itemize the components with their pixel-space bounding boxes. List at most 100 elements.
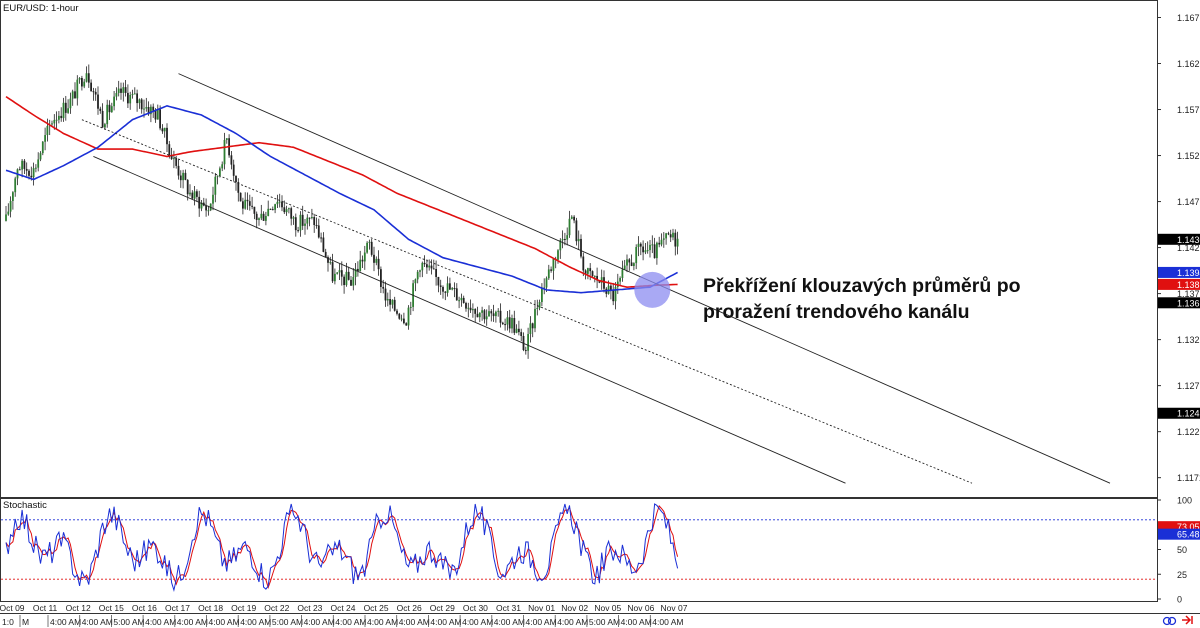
candle-body [384, 288, 387, 301]
candle-body [543, 287, 546, 289]
candle-body [368, 241, 371, 243]
stochastic-panel[interactable] [1, 503, 1157, 593]
stochastic-value-label: 65.48 [1177, 530, 1200, 540]
candle-body [200, 202, 203, 209]
candle-body [398, 313, 401, 319]
candle-body [161, 128, 164, 132]
candle-body [67, 108, 69, 113]
candle-body [154, 110, 157, 120]
candle-body [5, 214, 7, 221]
candle-body [515, 328, 518, 333]
candle-body [267, 208, 270, 216]
candle-body [628, 259, 631, 263]
candle-body [396, 310, 398, 314]
x-date-label: Oct 23 [297, 603, 322, 613]
price-panel[interactable] [5, 64, 1111, 484]
candle-body [642, 246, 644, 253]
candle-body [357, 268, 359, 271]
candle-body [508, 317, 511, 329]
candle-body [60, 115, 63, 119]
candle-body [426, 264, 428, 268]
candle-body [490, 311, 493, 314]
candle-body [274, 204, 276, 210]
candle-body [69, 98, 72, 109]
candle-body [550, 269, 552, 271]
price-tag [1158, 407, 1200, 419]
stochastic-value-tag [1158, 528, 1200, 540]
candle-body [285, 209, 288, 213]
candle-body [598, 280, 601, 283]
candle-body [81, 77, 83, 87]
crossover-highlight[interactable] [634, 271, 671, 308]
candle-body [669, 234, 672, 238]
candle-body [651, 244, 654, 246]
candle-body [674, 232, 677, 247]
price-tag [1158, 233, 1200, 245]
candle-body [281, 201, 283, 208]
candle-body [306, 217, 309, 224]
candle-body [591, 271, 594, 277]
x-date-label: Oct 30 [463, 603, 488, 613]
candle-body [446, 283, 449, 293]
stochastic-tick-label: 100 [1177, 496, 1192, 506]
x-time-label: 1:0 [2, 617, 14, 627]
candle-body [580, 238, 582, 257]
price-tag-label: 1.1394 [1177, 268, 1200, 278]
price-panel-frame [0, 0, 1158, 498]
candle-body [453, 288, 456, 290]
x-date-label: Nov 06 [627, 603, 654, 613]
x-date-label: Oct 22 [264, 603, 289, 613]
candle-body [104, 124, 106, 128]
candle-body [492, 313, 495, 317]
candle-body [278, 201, 281, 203]
stochastic-tick-label: 25 [1177, 570, 1187, 580]
candle-body [166, 127, 168, 145]
candle-body [265, 215, 267, 221]
candle-body [28, 170, 30, 176]
candle-body [656, 242, 658, 259]
candle-body [212, 194, 214, 204]
candle-body [419, 270, 421, 272]
candle-body [336, 272, 339, 274]
candle-body [44, 135, 46, 142]
candle-body [327, 257, 329, 263]
candle-body [168, 144, 171, 157]
link-icon[interactable] [1162, 616, 1177, 626]
candle-body [219, 168, 221, 176]
candle-body [370, 241, 373, 255]
candle-body [230, 155, 233, 165]
candle-body [304, 223, 306, 226]
candle-body [552, 258, 555, 271]
candle-body [531, 323, 534, 329]
candle-body [414, 279, 417, 284]
x-time-label: 4:00 AM [82, 617, 113, 627]
chart-annotation: Překřížení klouzavých průměrů po proraže… [703, 273, 1021, 325]
candle-body [179, 175, 182, 181]
arrow-right-icon[interactable] [1182, 615, 1193, 625]
candle-body [101, 110, 104, 128]
candle-body [147, 107, 150, 115]
x-time-label: 4:00 AM [621, 617, 652, 627]
candle-body [428, 265, 431, 268]
stochastic-tick-label: 0 [1177, 595, 1182, 605]
candle-body [271, 209, 274, 211]
candle-body [541, 287, 543, 303]
candle-body [145, 107, 148, 109]
candle-body [276, 201, 279, 205]
candle-body [294, 217, 297, 231]
annotation-line-2: proražení trendového kanálu [703, 301, 970, 323]
candle-body [511, 318, 513, 329]
x-date-label: Oct 16 [132, 603, 157, 613]
candle-body [21, 160, 23, 170]
candle-body [672, 232, 674, 238]
candle-body [173, 158, 175, 160]
candle-body [255, 213, 258, 220]
candle-body [331, 262, 334, 282]
x-time-label: 4:00 AM [652, 617, 683, 627]
candle-body [35, 167, 37, 169]
candle-body [561, 238, 564, 241]
candle-body [472, 309, 474, 311]
candle-body [483, 310, 486, 320]
